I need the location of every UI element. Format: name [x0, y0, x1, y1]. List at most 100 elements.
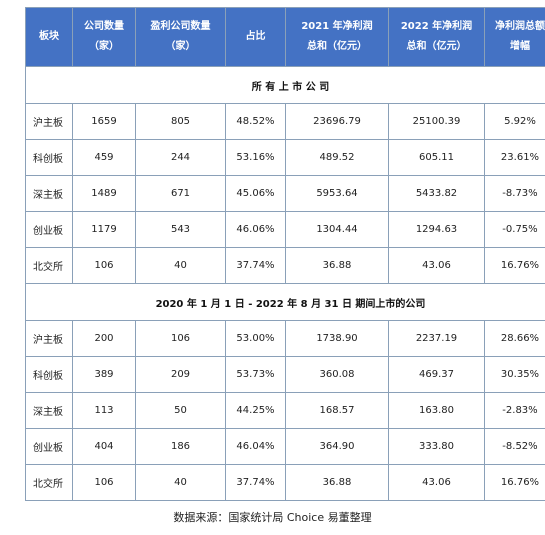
- cell-profit-2022: 469.37: [388, 356, 485, 393]
- column-header-line1: 净利润总额: [495, 21, 545, 32]
- column-header-line1: 2022 年净利润: [400, 21, 473, 32]
- column-header-growth: 净利润总额 增幅: [484, 7, 545, 67]
- cell-ratio: 53.00%: [225, 320, 286, 357]
- table-row: 深主板 1489 671 45.06% 5953.64 5433.82 -8.73%: [25, 175, 545, 212]
- cell-profitable-count: 40: [135, 247, 226, 284]
- cell-profitable-count: 543: [135, 211, 226, 248]
- cell-profit-2022: 605.11: [388, 139, 485, 176]
- cell-profit-2021: 5953.64: [285, 175, 389, 212]
- section-title: 2020 年 1 月 1 日 - 2022 年 8 月 31 日 期间上市的公司: [25, 283, 545, 321]
- cell-growth: -8.52%: [484, 428, 545, 465]
- table-row: 创业板 1179 543 46.06% 1304.44 1294.63 -0.75%: [25, 211, 545, 248]
- cell-board: 沪主板: [25, 103, 73, 140]
- column-header-line2: 总和（亿元）: [307, 41, 367, 52]
- cell-profit-2022: 1294.63: [388, 211, 485, 248]
- cell-growth: 28.66%: [484, 320, 545, 357]
- section-header-row: 2020 年 1 月 1 日 - 2022 年 8 月 31 日 期间上市的公司: [25, 283, 545, 321]
- cell-board: 沪主板: [25, 320, 73, 357]
- cell-profit-2021: 360.08: [285, 356, 389, 393]
- cell-profit-2021: 168.57: [285, 392, 389, 429]
- column-header-line1: 2021 年净利润: [301, 21, 373, 32]
- cell-growth: 23.61%: [484, 139, 545, 176]
- cell-company-count: 459: [72, 139, 136, 176]
- column-header-board: 板块: [25, 7, 73, 67]
- cell-ratio: 44.25%: [225, 392, 286, 429]
- cell-profitable-count: 209: [135, 356, 226, 393]
- cell-ratio: 45.06%: [225, 175, 286, 212]
- cell-profit-2022: 163.80: [388, 392, 485, 429]
- table-row: 沪主板 200 106 53.00% 1738.90 2237.19 28.66%: [25, 320, 545, 357]
- cell-board: 深主板: [25, 392, 73, 429]
- table-row: 科创板 389 209 53.73% 360.08 469.37 30.35%: [25, 356, 545, 393]
- cell-profitable-count: 671: [135, 175, 226, 212]
- table-row: 北交所 106 40 37.74% 36.88 43.06 16.76%: [25, 247, 545, 284]
- cell-ratio: 46.04%: [225, 428, 286, 465]
- cell-ratio: 48.52%: [225, 103, 286, 140]
- column-header-line2: （家）: [89, 41, 119, 52]
- cell-profit-2022: 43.06: [388, 464, 485, 501]
- cell-company-count: 106: [72, 464, 136, 501]
- cell-growth: 5.92%: [484, 103, 545, 140]
- cell-ratio: 37.74%: [225, 464, 286, 501]
- cell-company-count: 106: [72, 247, 136, 284]
- cell-profitable-count: 805: [135, 103, 226, 140]
- column-header-line1: 公司数量: [84, 21, 124, 32]
- cell-profit-2021: 1304.44: [285, 211, 389, 248]
- cell-profit-2021: 364.90: [285, 428, 389, 465]
- cell-company-count: 1179: [72, 211, 136, 248]
- cell-board: 科创板: [25, 356, 73, 393]
- cell-company-count: 200: [72, 320, 136, 357]
- column-header-line1: 盈利公司数量: [150, 21, 211, 32]
- cell-growth: 30.35%: [484, 356, 545, 393]
- cell-ratio: 46.06%: [225, 211, 286, 248]
- cell-company-count: 1659: [72, 103, 136, 140]
- cell-profit-2022: 25100.39: [388, 103, 485, 140]
- table-row: 深主板 113 50 44.25% 168.57 163.80 -2.83%: [25, 392, 545, 429]
- cell-profitable-count: 244: [135, 139, 226, 176]
- cell-growth: -8.73%: [484, 175, 545, 212]
- cell-growth: -0.75%: [484, 211, 545, 248]
- table-row: 沪主板 1659 805 48.52% 23696.79 25100.39 5.92%: [25, 103, 545, 140]
- column-header-line2: 总和（亿元）: [406, 41, 467, 52]
- column-header-profit-2021: 2021 年净利润 总和（亿元）: [285, 7, 389, 67]
- header-row: 板块 公司数量 （家） 盈利公司数量 （家） 占比 2021 年净利润 总和（亿元） 2022 …: [25, 7, 545, 67]
- cell-growth: -2.83%: [484, 392, 545, 429]
- cell-profitable-count: 186: [135, 428, 226, 465]
- cell-profit-2021: 36.88: [285, 247, 389, 284]
- cell-board: 北交所: [25, 464, 73, 501]
- cell-profit-2021: 36.88: [285, 464, 389, 501]
- cell-company-count: 1489: [72, 175, 136, 212]
- column-header-company-count: 公司数量 （家）: [72, 7, 136, 67]
- cell-profit-2022: 43.06: [388, 247, 485, 284]
- cell-profit-2022: 5433.82: [388, 175, 485, 212]
- cell-company-count: 389: [72, 356, 136, 393]
- listed-companies-profit-table: 板块 公司数量 （家） 盈利公司数量 （家） 占比 2021 年净利润 总和（亿元） 2022 …: [25, 7, 545, 501]
- cell-profitable-count: 106: [135, 320, 226, 357]
- table-body: 所 有 上 市 公 司沪主板 1659 805 48.52% 23696.79 25100…: [25, 66, 545, 501]
- column-header-ratio: 占比: [225, 7, 286, 67]
- cell-profitable-count: 40: [135, 464, 226, 501]
- table-row: 创业板 404 186 46.04% 364.90 333.80 -8.52%: [25, 428, 545, 465]
- cell-profit-2021: 23696.79: [285, 103, 389, 140]
- section-title: 所 有 上 市 公 司: [25, 66, 545, 104]
- cell-board: 创业板: [25, 428, 73, 465]
- table-row: 科创板 459 244 53.16% 489.52 605.11 23.61%: [25, 139, 545, 176]
- cell-board: 创业板: [25, 211, 73, 248]
- column-header-line2: 增幅: [510, 41, 530, 52]
- cell-company-count: 404: [72, 428, 136, 465]
- column-header-profit-2022: 2022 年净利润 总和（亿元）: [388, 7, 485, 67]
- cell-profitable-count: 50: [135, 392, 226, 429]
- cell-board: 北交所: [25, 247, 73, 284]
- cell-profit-2021: 489.52: [285, 139, 389, 176]
- cell-profit-2021: 1738.90: [285, 320, 389, 357]
- cell-board: 深主板: [25, 175, 73, 212]
- column-header-profitable-count: 盈利公司数量 （家）: [135, 7, 226, 67]
- column-header-line2: （家）: [165, 41, 196, 52]
- column-header-line1: 板块: [39, 31, 59, 42]
- cell-company-count: 113: [72, 392, 136, 429]
- cell-profit-2022: 333.80: [388, 428, 485, 465]
- data-source-note: 数据来源：国家统计局 Choice 易董整理: [173, 511, 372, 524]
- data-table-container: 板块 公司数量 （家） 盈利公司数量 （家） 占比 2021 年净利润 总和（亿元） 2022 …: [25, 7, 545, 501]
- section-header-row: 所 有 上 市 公 司: [25, 66, 545, 104]
- cell-growth: 16.76%: [484, 247, 545, 284]
